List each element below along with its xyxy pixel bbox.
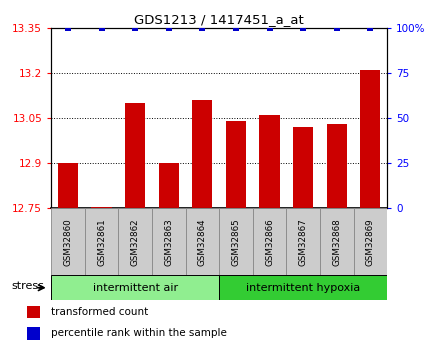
- Point: [232, 25, 239, 30]
- Text: GSM32864: GSM32864: [198, 218, 207, 266]
- Bar: [219, 208, 253, 275]
- Bar: [360, 70, 380, 208]
- Text: GSM32867: GSM32867: [299, 218, 307, 266]
- Bar: [27, 327, 40, 339]
- Point: [367, 25, 374, 30]
- Bar: [259, 115, 279, 208]
- Text: transformed count: transformed count: [51, 307, 149, 317]
- Point: [299, 25, 307, 30]
- Point: [333, 25, 340, 30]
- Text: intermittent hypoxia: intermittent hypoxia: [246, 283, 360, 293]
- Text: GSM32863: GSM32863: [164, 218, 173, 266]
- Point: [266, 25, 273, 30]
- Bar: [51, 208, 85, 275]
- Bar: [27, 306, 40, 318]
- Bar: [320, 208, 354, 275]
- Bar: [327, 124, 347, 208]
- Bar: [353, 208, 387, 275]
- Text: GSM32868: GSM32868: [332, 218, 341, 266]
- Bar: [159, 163, 179, 208]
- Text: GSM32861: GSM32861: [97, 218, 106, 266]
- Text: GSM32865: GSM32865: [231, 218, 240, 266]
- Bar: [152, 208, 186, 275]
- Bar: [51, 275, 219, 300]
- Text: GSM32860: GSM32860: [64, 218, 73, 266]
- Text: GSM32869: GSM32869: [366, 218, 375, 266]
- Bar: [186, 208, 219, 275]
- Point: [165, 25, 172, 30]
- Bar: [118, 208, 152, 275]
- Bar: [253, 208, 287, 275]
- Text: GSM32866: GSM32866: [265, 218, 274, 266]
- Bar: [85, 208, 118, 275]
- Text: percentile rank within the sample: percentile rank within the sample: [51, 328, 227, 338]
- Bar: [287, 208, 320, 275]
- Bar: [293, 127, 313, 208]
- Text: GSM32862: GSM32862: [131, 218, 140, 266]
- Bar: [58, 163, 78, 208]
- Title: GDS1213 / 1417451_a_at: GDS1213 / 1417451_a_at: [134, 13, 304, 27]
- Bar: [125, 103, 145, 208]
- Bar: [219, 275, 387, 300]
- Bar: [226, 121, 246, 208]
- Bar: [192, 100, 212, 208]
- Point: [65, 25, 72, 30]
- Text: intermittent air: intermittent air: [93, 283, 178, 293]
- Point: [98, 25, 105, 30]
- Bar: [92, 207, 112, 208]
- Point: [199, 25, 206, 30]
- Point: [132, 25, 139, 30]
- Text: stress: stress: [12, 281, 45, 291]
